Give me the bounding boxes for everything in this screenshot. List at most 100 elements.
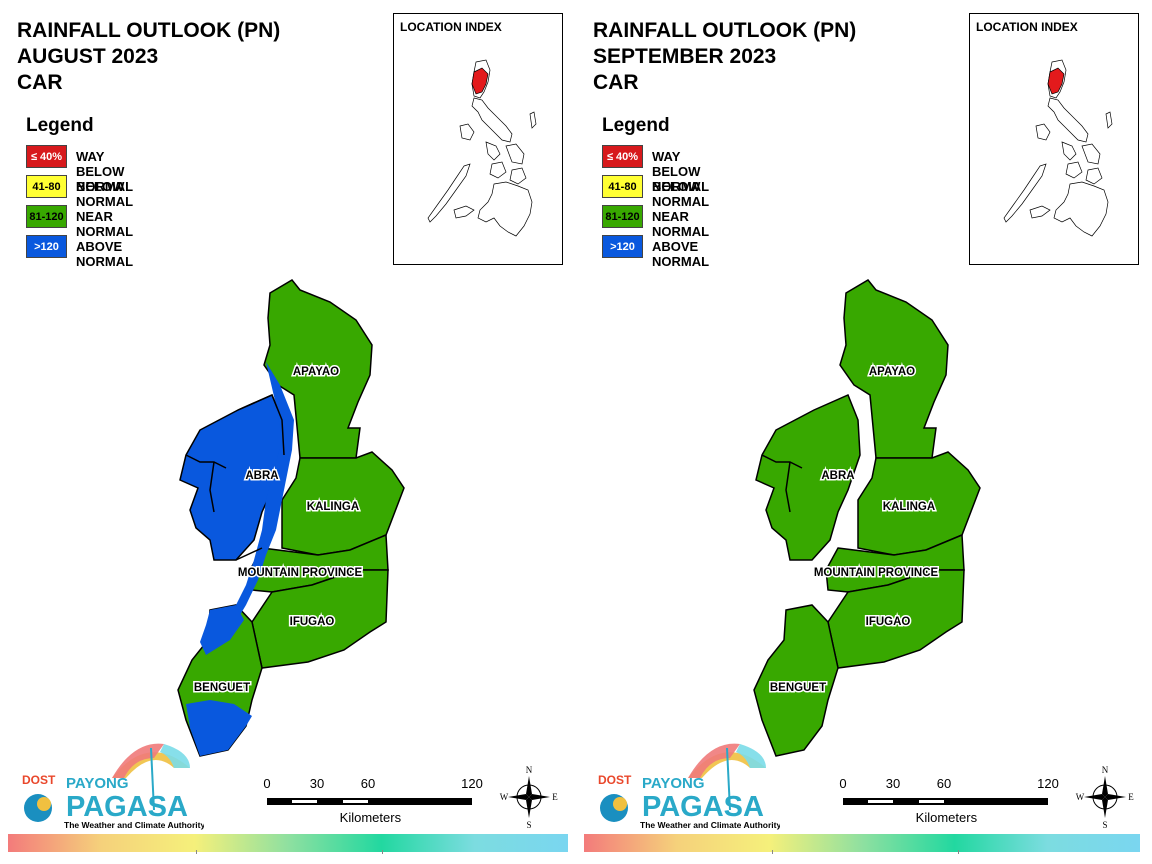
province-label-abra: ABRA (821, 470, 854, 482)
benguet-above-normal-area (200, 605, 244, 655)
map-title: RAINFALL OUTLOOK (PN) AUGUST 2023 CAR (17, 18, 280, 96)
color-strip (584, 834, 1140, 854)
philippines-outline-map (427, 59, 537, 237)
location-index-title: LOCATION INDEX (400, 20, 502, 34)
legend-swatch: 81-120 (602, 205, 643, 228)
legend-label: ABOVE NORMAL (76, 239, 134, 269)
location-index-title: LOCATION INDEX (976, 20, 1078, 34)
scale-tick: 60 (360, 776, 376, 791)
compass-w: W (500, 792, 509, 802)
legend-swatch: ≤ 40% (26, 145, 67, 168)
legend-swatch: 41-80 (26, 175, 67, 198)
legend-label: NEAR NORMAL (652, 209, 710, 239)
legend-title: Legend (602, 115, 670, 136)
legend-swatch: 81-120 (26, 205, 67, 228)
scale-tick: 30 (885, 776, 901, 791)
legend-label: WAY BELOW NORMAL (652, 149, 710, 194)
philippines-outline-map (1003, 59, 1113, 237)
province-label-benguet: BENGUET (770, 682, 826, 694)
map-title: RAINFALL OUTLOOK (PN) SEPTEMBER 2023 CAR (593, 18, 856, 96)
scale-bar: 0 30 60 120 Kilometers (836, 776, 1066, 836)
legend-label: BELOW NORMAL (76, 179, 134, 209)
legend-label: BELOW NORMAL (652, 179, 710, 209)
province-label-kalinga: KALINGA (883, 501, 935, 513)
title-line-3: CAR (593, 71, 639, 94)
compass-w: W (1076, 792, 1085, 802)
legend-item-near: 81-120 NEAR NORMAL (26, 205, 133, 239)
scale-tick: 120 (1037, 776, 1059, 791)
legend: Legend ≤ 40% WAY BELOW NORMAL 41-80 BELO… (602, 115, 709, 269)
legend-item-near: 81-120 NEAR NORMAL (602, 205, 709, 239)
legend-item-above: >120 ABOVE NORMAL (26, 235, 133, 269)
title-line-2: SEPTEMBER 2023 (593, 45, 777, 68)
car-rainfall-map: APAYAO ABRA KALINGA MOUNTAIN PROVINCE IF… (177, 279, 405, 757)
legend-label: NEAR NORMAL (76, 209, 134, 239)
logo-name-2: PAGASA (642, 791, 764, 823)
scale-tick: 30 (309, 776, 325, 791)
legend-label: ABOVE NORMAL (652, 239, 710, 269)
logo-name-2: PAGASA (66, 791, 188, 823)
scale-tick: 0 (263, 776, 271, 791)
logo-tagline: The Weather and Climate Authority (64, 820, 204, 830)
province-label-abra: ABRA (245, 470, 278, 482)
location-index: LOCATION INDEX (393, 13, 563, 265)
legend-item-below: 41-80 BELOW NORMAL (26, 175, 133, 209)
legend-item-above: >120 ABOVE NORMAL (602, 235, 709, 269)
benguet-region (753, 604, 839, 757)
location-index: LOCATION INDEX (969, 13, 1139, 265)
car-rainfall-map: APAYAO ABRA KALINGA MOUNTAIN PROVINCE IF… (753, 279, 981, 757)
logo-tagline: The Weather and Climate Authority (640, 820, 780, 830)
title-line-3: CAR (17, 71, 63, 94)
north-arrow-icon: N S W E (500, 765, 559, 830)
province-label-apayao: APAYAO (869, 366, 915, 378)
benguet-above-normal-area (186, 700, 252, 756)
compass-e: E (552, 792, 558, 802)
legend-label: WAY BELOW NORMAL (76, 149, 134, 194)
legend-swatch: ≤ 40% (602, 145, 643, 168)
payong-pagasa-logo: DOST PAYONG PAGASA The Weather and Clima… (22, 743, 204, 830)
scale-bar: 0 30 60 120 Kilometers (260, 776, 490, 836)
color-strip (8, 834, 568, 854)
logo-name-1: PAYONG (66, 775, 129, 792)
province-label-mountain-province: MOUNTAIN PROVINCE (814, 567, 939, 579)
apayao-region (839, 279, 949, 459)
province-label-mountain-province: MOUNTAIN PROVINCE (238, 567, 363, 579)
scale-tick: 60 (936, 776, 952, 791)
province-label-ifugao: IFUGAO (866, 616, 911, 628)
scale-tick: 120 (461, 776, 483, 791)
north-arrow-icon: N S W E (1076, 765, 1135, 830)
title-line-1: RAINFALL OUTLOOK (PN) (17, 19, 281, 42)
title-line-2: AUGUST 2023 (17, 45, 159, 68)
province-label-ifugao: IFUGAO (290, 616, 335, 628)
legend-swatch: >120 (602, 235, 643, 258)
apayao-region (263, 279, 373, 459)
province-label-apayao: APAYAO (293, 366, 339, 378)
compass-s: S (1102, 820, 1107, 830)
scale-tick: 0 (839, 776, 847, 791)
legend-title: Legend (26, 115, 94, 136)
scale-bar-graphic (267, 798, 472, 805)
title-line-1: RAINFALL OUTLOOK (PN) (593, 19, 857, 42)
legend-item-below: 41-80 BELOW NORMAL (602, 175, 709, 209)
province-label-benguet: BENGUET (194, 682, 250, 694)
logo-dost: DOST (598, 773, 632, 787)
payong-pagasa-logo: DOST PAYONG PAGASA The Weather and Clima… (598, 743, 780, 830)
scale-bar-graphic (843, 798, 1048, 805)
august-panel: RAINFALL OUTLOOK (PN) AUGUST 2023 CAR Le… (8, 13, 568, 854)
abra-region (755, 394, 861, 561)
logo-name-1: PAYONG (642, 775, 705, 792)
legend-swatch: >120 (26, 235, 67, 258)
logo-dost: DOST (22, 773, 56, 787)
scale-unit: Kilometers (915, 810, 978, 825)
compass-e: E (1128, 792, 1134, 802)
western-above-normal-strip (236, 362, 294, 615)
legend-item-way-below: ≤ 40% WAY BELOW NORMAL (26, 145, 133, 194)
car-region-highlight (1047, 67, 1065, 95)
compass-s: S (526, 820, 531, 830)
compass-n: N (1102, 765, 1109, 775)
scale-unit: Kilometers (339, 810, 402, 825)
legend-item-way-below: ≤ 40% WAY BELOW NORMAL (602, 145, 709, 194)
province-label-kalinga: KALINGA (307, 501, 359, 513)
compass-n: N (526, 765, 533, 775)
legend: Legend ≤ 40% WAY BELOW NORMAL 41-80 BELO… (26, 115, 133, 269)
